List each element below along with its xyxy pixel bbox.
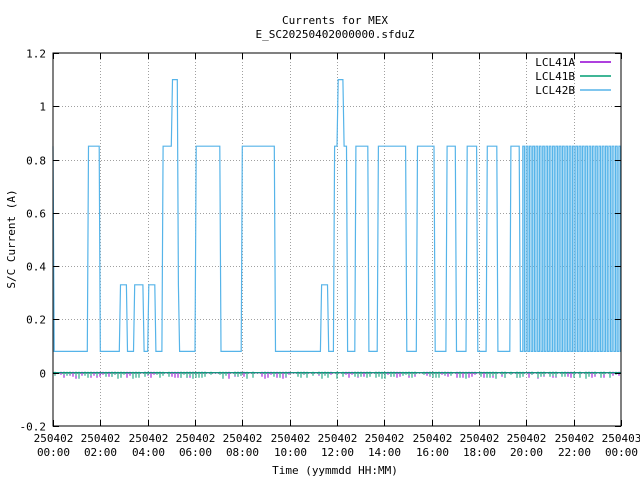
x-tick-label-time: 00:00 [37, 446, 70, 459]
y-tick-label: 0.2 [26, 314, 46, 327]
y-tick-label: -0.2 [20, 421, 47, 434]
y-tick-label: 1 [39, 101, 46, 114]
x-tick-label-time: 08:00 [226, 446, 259, 459]
x-tick-label-time: 16:00 [416, 446, 449, 459]
y-tick-label: 0.6 [26, 208, 46, 221]
series-noise-lcl41b [54, 371, 617, 379]
x-tick-label-time: 18:00 [463, 446, 496, 459]
chart-title: Currents for MEX [282, 14, 388, 27]
y-tick-label: 0.8 [26, 155, 46, 168]
x-tick-label-date: 250402 [365, 432, 405, 445]
x-tick-label-time: 04:00 [132, 446, 165, 459]
y-axis-label: S/C Current (A) [5, 189, 18, 288]
x-tick-label-date: 250402 [460, 432, 500, 445]
x-tick-label-time: 00:00 [605, 446, 638, 459]
x-tick-label-time: 12:00 [321, 446, 354, 459]
x-tick-label-time: 20:00 [510, 446, 543, 459]
x-tick-label-date: 250402 [223, 432, 263, 445]
x-tick-label-date: 250402 [413, 432, 453, 445]
series-line-lcl42b [52, 79, 622, 352]
x-tick-label-time: 22:00 [558, 446, 591, 459]
x-tick-label-time: 14:00 [368, 446, 401, 459]
x-tick-label-time: 06:00 [179, 446, 212, 459]
plot-area [52, 79, 622, 379]
x-tick-label-date: 250402 [318, 432, 358, 445]
x-tick-label-date: 250402 [176, 432, 216, 445]
x-tick-label-date: 250402 [129, 432, 169, 445]
legend-label-lcl42b: LCL42B [535, 84, 575, 97]
y-tick-label: 0 [39, 368, 46, 381]
x-tick-label-date: 250402 [507, 432, 547, 445]
y-tick-label: 1.2 [26, 48, 46, 61]
x-tick-label-time: 10:00 [274, 446, 307, 459]
legend-label-lcl41a: LCL41A [535, 56, 575, 69]
y-tick-label: 0.4 [26, 261, 46, 274]
x-tick-label-date: 250402 [81, 432, 121, 445]
x-tick-label-date: 250402 [34, 432, 74, 445]
x-tick-label-date: 250402 [555, 432, 595, 445]
x-tick-label-date: 250403 [602, 432, 640, 445]
axes: -0.200.20.40.60.811.225040200:0025040202… [20, 48, 640, 460]
x-tick-label-date: 250402 [271, 432, 311, 445]
chart-subtitle: E_SC20250402000000.sfduZ [256, 28, 415, 41]
x-axis-label: Time (yymmdd HH:MM) [272, 464, 398, 477]
legend-label-lcl41b: LCL41B [535, 70, 575, 83]
x-tick-label-time: 02:00 [84, 446, 117, 459]
